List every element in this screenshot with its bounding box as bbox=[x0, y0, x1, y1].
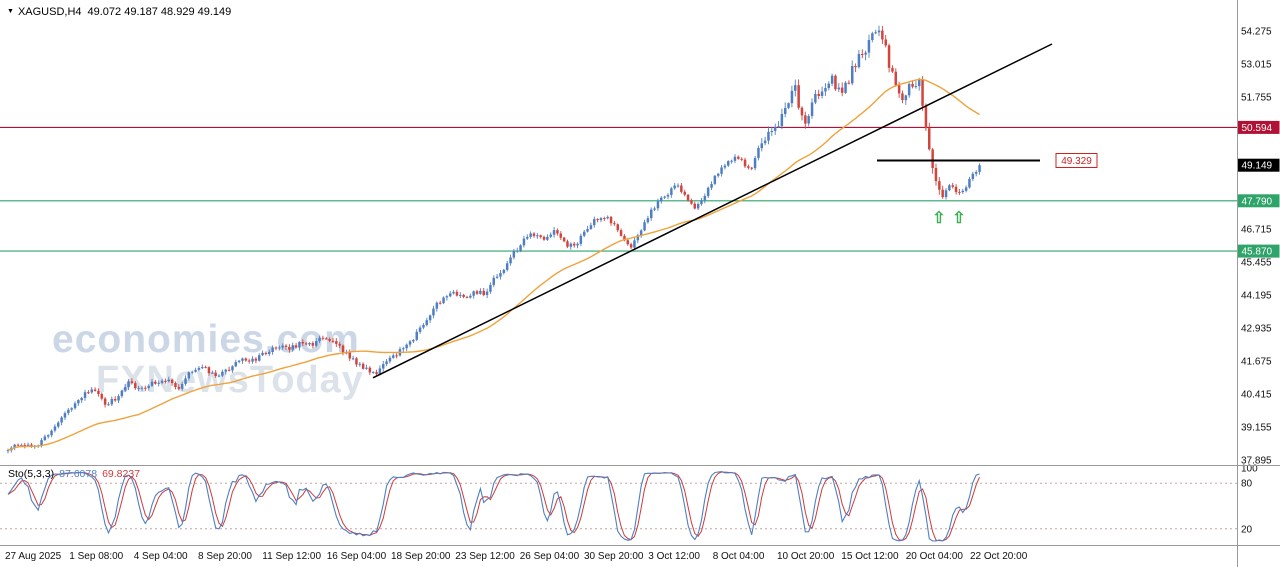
time-tick-label: 3 Oct 12:00 bbox=[648, 551, 700, 562]
indicator-signal-value: 69.8237 bbox=[102, 468, 141, 480]
time-tick-label: 11 Sep 12:00 bbox=[262, 551, 321, 562]
symbol-dropdown-icon[interactable]: ▼ bbox=[7, 8, 14, 15]
price-axis[interactable] bbox=[1238, 0, 1280, 545]
trendline[interactable] bbox=[372, 43, 1053, 379]
time-tick-label: 30 Sep 20:00 bbox=[584, 551, 644, 562]
price-tag bbox=[1237, 120, 1280, 134]
time-tick-label: 23 Sep 12:00 bbox=[455, 551, 515, 562]
stoch-level-label: 80 bbox=[1241, 479, 1253, 490]
symbol-timeframe-label: XAGUSD,H4 bbox=[17, 6, 82, 18]
time-tick-label: 26 Sep 04:00 bbox=[520, 551, 580, 562]
price-tag bbox=[1237, 244, 1280, 258]
price-tag-label: 47.790 bbox=[1242, 196, 1273, 207]
stoch-level-label: 100 bbox=[1241, 464, 1258, 475]
price-tag-label: 49.149 bbox=[1242, 161, 1273, 172]
segment-price-label: 49.329 bbox=[1061, 156, 1092, 167]
time-tick-label: 4 Sep 04:00 bbox=[134, 551, 188, 562]
price-tag-label: 50.594 bbox=[1242, 123, 1273, 134]
stochastic-main-line bbox=[7, 471, 980, 542]
price-tick-label: 44.195 bbox=[1241, 290, 1272, 301]
up-arrow-icon[interactable]: ⇧ bbox=[932, 210, 945, 227]
price-tag bbox=[1237, 194, 1280, 208]
quote-ohlc-label: 49.072 49.187 48.929 49.149 bbox=[87, 6, 232, 18]
price-tick-label: 42.935 bbox=[1241, 323, 1272, 334]
time-tick-label: 8 Sep 20:00 bbox=[198, 551, 252, 562]
time-tick-label: 18 Sep 20:00 bbox=[391, 551, 451, 562]
price-tag bbox=[1237, 158, 1280, 172]
chart-title: ▼ XAGUSD,H4 49.072 49.187 48.929 49.149 bbox=[7, 6, 231, 18]
time-tick-label: 27 Aug 2025 bbox=[5, 551, 62, 562]
indicator-main-value: 87.6078 bbox=[59, 468, 98, 480]
price-tick-label: 37.895 bbox=[1241, 455, 1272, 466]
price-tick-label: 51.755 bbox=[1241, 93, 1272, 104]
time-tick-label: 15 Oct 12:00 bbox=[841, 551, 899, 562]
price-tick-label: 45.455 bbox=[1241, 258, 1272, 269]
price-tag-label: 45.870 bbox=[1242, 247, 1273, 258]
segment-price-label-box[interactable] bbox=[1055, 153, 1098, 168]
time-tick-label: 16 Sep 04:00 bbox=[327, 551, 387, 562]
time-tick-label: 20 Oct 04:00 bbox=[906, 551, 964, 562]
price-tick-label: 54.275 bbox=[1241, 27, 1272, 38]
moving-average-line[interactable] bbox=[7, 78, 980, 451]
price-tick-label: 39.155 bbox=[1241, 422, 1272, 433]
watermark-line1: economies.com bbox=[52, 318, 360, 361]
price-tick-label: 40.415 bbox=[1241, 389, 1272, 400]
time-axis[interactable] bbox=[0, 546, 1280, 567]
candlestick-series bbox=[6, 25, 981, 454]
time-tick-label: 22 Oct 20:00 bbox=[970, 551, 1028, 562]
time-tick-label: 10 Oct 20:00 bbox=[777, 551, 835, 562]
time-tick-label: 8 Oct 04:00 bbox=[713, 551, 765, 562]
indicator-name: Sto(5,3,3) bbox=[8, 468, 55, 480]
indicator-label: Sto(5,3,3) 87.6078 69.8237 bbox=[8, 468, 140, 480]
up-arrow-icon[interactable]: ⇧ bbox=[952, 210, 965, 227]
price-tick-label: 46.715 bbox=[1241, 225, 1272, 236]
stoch-level-label: 20 bbox=[1241, 524, 1253, 535]
time-tick-label: 1 Sep 08:00 bbox=[69, 551, 123, 562]
price-tick-label: 53.015 bbox=[1241, 60, 1272, 71]
price-tick-label: 41.675 bbox=[1241, 356, 1272, 367]
